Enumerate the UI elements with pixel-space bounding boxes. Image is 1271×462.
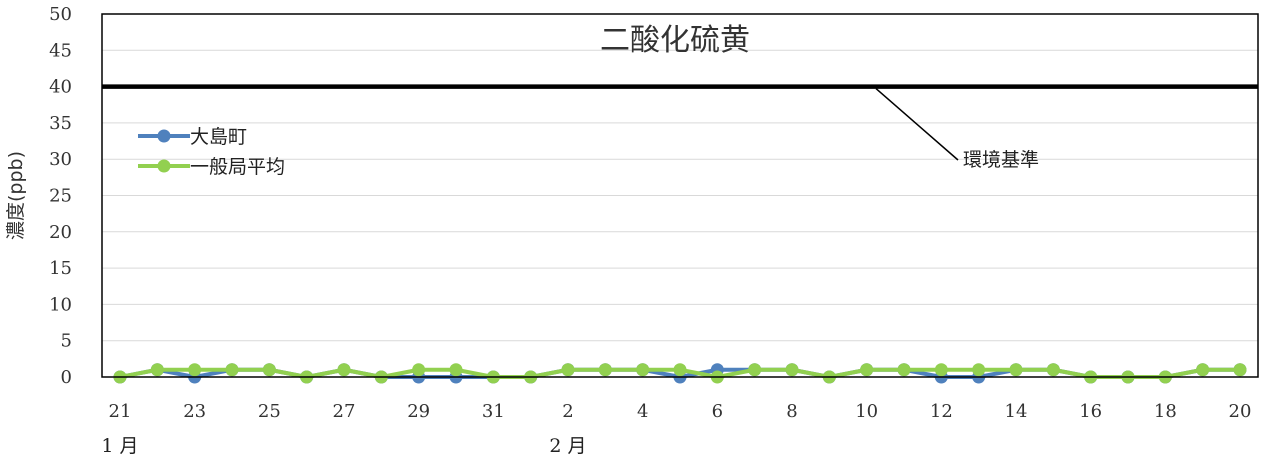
data-point xyxy=(337,363,351,377)
data-point xyxy=(1009,363,1023,377)
y-tick-label: 50 xyxy=(49,4,72,25)
legend-label: 大島町 xyxy=(190,126,247,148)
x-tick-label: 27 xyxy=(333,401,356,422)
data-point xyxy=(972,363,986,377)
data-point xyxy=(1196,363,1210,377)
legend-swatch-marker xyxy=(157,159,171,173)
gridlines xyxy=(102,13,1258,378)
x-tick-label: 6 xyxy=(712,401,723,422)
x-tick-label: 21 xyxy=(109,401,132,422)
x-tick-label: 16 xyxy=(1079,401,1102,422)
y-tick-label: 25 xyxy=(49,186,72,207)
data-point xyxy=(150,363,164,377)
data-point xyxy=(934,363,948,377)
plot-frame xyxy=(101,13,1259,378)
x-tick-label: 12 xyxy=(930,401,953,422)
x-tick-label: 10 xyxy=(855,401,878,422)
data-point xyxy=(1233,363,1247,377)
x-axis-ticks: 21 23 25 27 29 31 2 4 6 8 10 12 14 16 18 20 xyxy=(109,401,1252,422)
x-tick-label: 2 xyxy=(562,401,573,422)
reference-line-leader xyxy=(875,88,959,161)
y-tick-label: 40 xyxy=(49,77,72,98)
reference-line-group: 環境基準 xyxy=(102,84,1258,171)
data-point xyxy=(561,363,575,377)
data-point xyxy=(598,363,612,377)
data-point xyxy=(673,363,687,377)
data-point xyxy=(1046,363,1060,377)
y-tick-label: 30 xyxy=(49,149,72,170)
data-point xyxy=(785,363,799,377)
x-tick-label: 20 xyxy=(1229,401,1252,422)
x-tick-label: 31 xyxy=(482,401,505,422)
x-tick-label: 4 xyxy=(637,401,648,422)
series-group xyxy=(113,363,1247,384)
legend-label: 一般局平均 xyxy=(190,156,285,178)
data-point xyxy=(412,363,426,377)
y-axis-ticks: 0 5 10 15 20 25 30 35 40 45 50 xyxy=(49,4,72,388)
chart-title: 二酸化硫黄 xyxy=(600,23,750,58)
x-tick-label: 23 xyxy=(183,401,206,422)
reference-line-label: 環境基準 xyxy=(963,149,1039,171)
data-point xyxy=(262,363,276,377)
x-tick-label: 18 xyxy=(1154,401,1177,422)
legend-swatch-marker xyxy=(157,129,171,143)
month-label: 1 月 xyxy=(101,435,138,457)
y-tick-label: 10 xyxy=(49,294,72,315)
data-point xyxy=(748,363,762,377)
x-tick-label: 8 xyxy=(786,401,797,422)
data-point xyxy=(897,363,911,377)
month-labels: 1 月 2 月 xyxy=(101,435,586,457)
data-point xyxy=(188,363,202,377)
y-axis-label: 濃度(ppb) xyxy=(5,151,27,240)
month-label: 2 月 xyxy=(549,435,586,457)
data-point xyxy=(860,363,874,377)
data-point xyxy=(225,363,239,377)
x-tick-label: 29 xyxy=(407,401,430,422)
y-tick-label: 15 xyxy=(49,258,72,279)
x-tick-label: 14 xyxy=(1005,401,1028,422)
data-point xyxy=(636,363,650,377)
y-tick-label: 35 xyxy=(49,113,72,134)
data-point xyxy=(449,363,463,377)
y-tick-label: 5 xyxy=(61,331,72,352)
y-tick-label: 45 xyxy=(49,40,72,61)
y-tick-label: 20 xyxy=(49,222,72,243)
y-tick-label: 0 xyxy=(61,367,72,388)
x-tick-label: 25 xyxy=(258,401,281,422)
